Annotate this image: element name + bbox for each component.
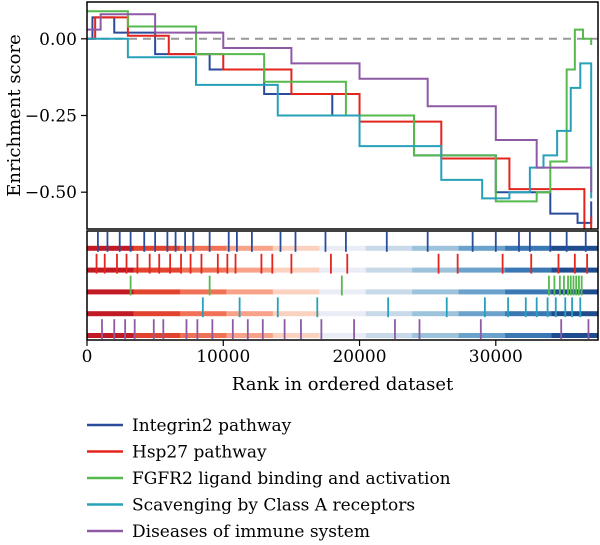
- series-line-4: [87, 37, 593, 200]
- legend-label-1: Integrin2 pathway: [132, 416, 292, 436]
- rank-gradient-1-2: [133, 245, 181, 251]
- rank-gradient-1-11: [551, 245, 599, 251]
- rank-gradient-4-8: [412, 311, 460, 317]
- rank-gradient-5-3: [179, 333, 227, 338]
- x-axis-label: Rank in ordered dataset: [232, 374, 454, 395]
- rank-gradient-3-6: [319, 289, 367, 295]
- rank-gradient-5-7: [365, 333, 413, 338]
- rank-gradient-5-2: [133, 333, 181, 338]
- rank-gradient-1-8: [412, 245, 460, 251]
- rank-gradient-2-6: [319, 267, 367, 273]
- rank-gradient-2-9: [458, 267, 506, 273]
- legend-label-3: FGFR2 ligand binding and activation: [132, 469, 451, 489]
- y-tick-label-1: 0.00: [39, 30, 77, 50]
- rank-gradient-2-8: [412, 267, 460, 273]
- series-line-2: [87, 16, 593, 229]
- y-tick-label-3: −0.50: [25, 183, 77, 203]
- rank-gradient-5-9: [458, 333, 506, 338]
- rank-gradient-3-1: [87, 289, 134, 295]
- rank-gradient-5-10: [505, 333, 553, 338]
- rank-gradient-2-1: [87, 267, 134, 273]
- rank-gradient-1-1: [87, 245, 134, 251]
- rank-gradient-3-9: [458, 289, 506, 295]
- rank-gradient-3-3: [179, 289, 227, 295]
- rank-gradient-5-4: [226, 333, 274, 338]
- rug-frame: [86, 230, 599, 341]
- series-line-3: [87, 10, 593, 203]
- y-tick-label-2: −0.25: [25, 107, 77, 127]
- rank-gradient-4-6: [319, 311, 367, 317]
- rank-gradient-3-8: [412, 289, 460, 295]
- rank-gradient-4-4: [226, 311, 274, 317]
- x-tick-label-4: 30000: [469, 347, 523, 367]
- rank-gradient-4-7: [365, 311, 413, 317]
- rank-gradient-1-3: [179, 245, 227, 251]
- legend-label-2: Hsp27 pathway: [132, 443, 267, 463]
- rank-gradient-3-2: [133, 289, 181, 295]
- rank-gradient-2-2: [133, 267, 181, 273]
- rank-gradient-1-4: [226, 245, 274, 251]
- rank-gradient-3-5: [272, 289, 320, 295]
- rank-gradient-1-7: [365, 245, 413, 251]
- rank-gradient-1-9: [458, 245, 506, 251]
- rank-gradient-4-11: [551, 311, 599, 317]
- y-axis-label: Enrichment score: [4, 34, 25, 196]
- x-tick-label-3: 20000: [332, 347, 386, 367]
- rank-gradient-1-10: [505, 245, 553, 251]
- rank-gradient-2-7: [365, 267, 413, 273]
- rank-gradient-5-5: [272, 333, 320, 338]
- rank-gradient-3-11: [551, 289, 599, 295]
- rank-gradient-2-3: [179, 267, 227, 273]
- series-line-5: [87, 13, 593, 193]
- legend-label-5: Diseases of immune system: [132, 522, 370, 542]
- rank-gradient-3-7: [365, 289, 413, 295]
- rank-gradient-4-10: [505, 311, 553, 317]
- rank-gradient-3-4: [226, 289, 274, 295]
- rank-gradient-2-4: [226, 267, 274, 273]
- rank-gradient-5-6: [319, 333, 367, 338]
- rank-gradient-5-8: [412, 333, 460, 338]
- rank-gradient-3-10: [505, 289, 553, 295]
- rank-gradient-4-9: [458, 311, 506, 317]
- rank-gradient-2-10: [505, 267, 553, 273]
- rank-gradient-5-1: [87, 333, 134, 338]
- rank-gradient-4-2: [133, 311, 181, 317]
- x-tick-label-1: 0: [82, 347, 93, 367]
- rank-gradient-2-5: [272, 267, 320, 273]
- rank-gradient-4-5: [272, 311, 320, 317]
- legend-label-4: Scavenging by Class A receptors: [132, 496, 415, 516]
- x-tick-label-2: 10000: [196, 347, 250, 367]
- rank-gradient-4-1: [87, 311, 134, 317]
- rank-gradient-1-6: [319, 245, 367, 251]
- rank-gradient-5-11: [551, 333, 599, 338]
